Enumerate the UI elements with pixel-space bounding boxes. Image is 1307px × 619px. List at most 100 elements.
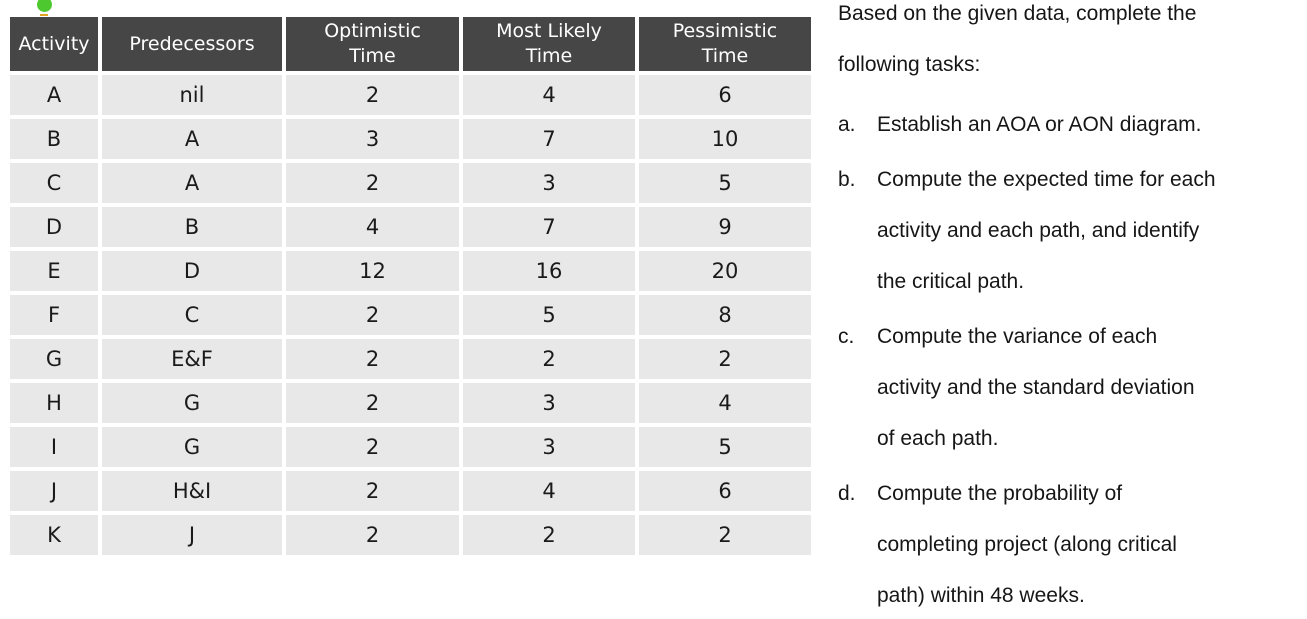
task-line: Compute the expected time for each	[877, 168, 1216, 191]
cell-pessimistic: 2	[639, 515, 811, 555]
cell-predecessors: H&I	[102, 471, 282, 511]
task-lines: Compute the expected time for each activi…	[877, 154, 1307, 307]
cell-most-likely: 2	[463, 515, 635, 555]
task-line: Establish an AOA or AON diagram.	[877, 113, 1202, 136]
task-line: the critical path.	[877, 270, 1025, 293]
task-item: c. Compute the variance of each activity a…	[838, 311, 1307, 464]
cell-optimistic: 2	[286, 427, 459, 467]
cell-predecessors: G	[102, 383, 282, 423]
cell-activity: F	[10, 295, 98, 335]
task-line: Compute the probability of	[877, 482, 1123, 505]
intro-line: following tasks:	[838, 53, 981, 76]
cell-pessimistic: 5	[639, 163, 811, 203]
cell-most-likely: 2	[463, 339, 635, 379]
cell-optimistic: 2	[286, 163, 459, 203]
cell-pessimistic: 20	[639, 251, 811, 291]
task-line: Compute the variance of each	[877, 325, 1158, 348]
cell-activity: A	[10, 75, 98, 115]
task-lines: Compute the probability of completing pro…	[877, 468, 1307, 619]
table-row: J H&I 2 4 6	[10, 471, 811, 511]
cell-predecessors: G	[102, 427, 282, 467]
task-label: a.	[838, 113, 856, 136]
cell-most-likely: 7	[463, 119, 635, 159]
cell-most-likely: 3	[463, 427, 635, 467]
cell-predecessors: A	[102, 119, 282, 159]
cell-activity: H	[10, 383, 98, 423]
task-line: completing project (along critical	[877, 533, 1177, 556]
task-line: path) within 48 weeks.	[877, 584, 1085, 607]
cell-predecessors: J	[102, 515, 282, 555]
cell-pessimistic: 10	[639, 119, 811, 159]
col-header-most-likely-time: Most Likely Time	[463, 17, 635, 71]
cell-most-likely: 4	[463, 75, 635, 115]
task-item: b. Compute the expected time for each acti…	[838, 154, 1307, 307]
col-header-predecessors: Predecessors	[102, 17, 282, 71]
table-row: B A 3 7 10	[10, 119, 811, 159]
cell-most-likely: 3	[463, 163, 635, 203]
cell-activity: B	[10, 119, 98, 159]
cell-pessimistic: 4	[639, 383, 811, 423]
cell-pessimistic: 2	[639, 339, 811, 379]
cell-activity: D	[10, 207, 98, 247]
table-row: G E&F 2 2 2	[10, 339, 811, 379]
task-list: a. Establish an AOA or AON diagram. b. Comp…	[838, 99, 1307, 619]
task-label: d.	[838, 482, 856, 505]
cell-pessimistic: 9	[639, 207, 811, 247]
cell-activity: G	[10, 339, 98, 379]
cell-predecessors: E&F	[102, 339, 282, 379]
cell-optimistic: 2	[286, 339, 459, 379]
cell-predecessors: C	[102, 295, 282, 335]
cell-most-likely: 7	[463, 207, 635, 247]
task-item: d. Compute the probability of completing p…	[838, 468, 1307, 619]
cell-optimistic: 2	[286, 515, 459, 555]
task-line: of each path.	[877, 427, 999, 450]
cell-predecessors: D	[102, 251, 282, 291]
task-lines: Compute the variance of each activity and…	[877, 311, 1307, 464]
cell-optimistic: 2	[286, 383, 459, 423]
col-header-pessimistic-time: Pessimistic Time	[639, 17, 811, 71]
activity-time-table: Activity Predecessors Optimistic Time Mo…	[6, 13, 815, 559]
cell-pessimistic: 8	[639, 295, 811, 335]
cell-optimistic: 4	[286, 207, 459, 247]
task-label: b.	[838, 168, 856, 191]
cell-optimistic: 2	[286, 75, 459, 115]
bullet-dot-icon	[37, 0, 52, 12]
intro-paragraph: Based on the given data, complete the fo…	[838, 0, 1307, 90]
cell-optimistic: 3	[286, 119, 459, 159]
cell-most-likely: 16	[463, 251, 635, 291]
cell-activity: I	[10, 427, 98, 467]
cell-activity: K	[10, 515, 98, 555]
cell-pessimistic: 5	[639, 427, 811, 467]
task-lines: Establish an AOA or AON diagram.	[877, 99, 1307, 150]
table-header-row: Activity Predecessors Optimistic Time Mo…	[10, 17, 811, 71]
cell-pessimistic: 6	[639, 471, 811, 511]
cell-optimistic: 2	[286, 295, 459, 335]
col-header-optimistic-time: Optimistic Time	[286, 17, 459, 71]
cell-most-likely: 4	[463, 471, 635, 511]
cell-predecessors: A	[102, 163, 282, 203]
task-label: c.	[838, 325, 855, 348]
cell-most-likely: 3	[463, 383, 635, 423]
intro-line: Based on the given data, complete the	[838, 2, 1197, 25]
cell-activity: C	[10, 163, 98, 203]
cell-predecessors: nil	[102, 75, 282, 115]
bullet-dash-decoration	[40, 14, 48, 16]
task-line: activity and each path, and identify	[877, 219, 1200, 242]
col-header-activity: Activity	[10, 17, 98, 71]
cell-optimistic: 12	[286, 251, 459, 291]
task-line: activity and the standard deviation	[877, 376, 1195, 399]
cell-pessimistic: 6	[639, 75, 811, 115]
cell-most-likely: 5	[463, 295, 635, 335]
cell-optimistic: 2	[286, 471, 459, 511]
tasks-panel: Based on the given data, complete the fo…	[838, 0, 1307, 619]
cell-predecessors: B	[102, 207, 282, 247]
cell-activity: E	[10, 251, 98, 291]
